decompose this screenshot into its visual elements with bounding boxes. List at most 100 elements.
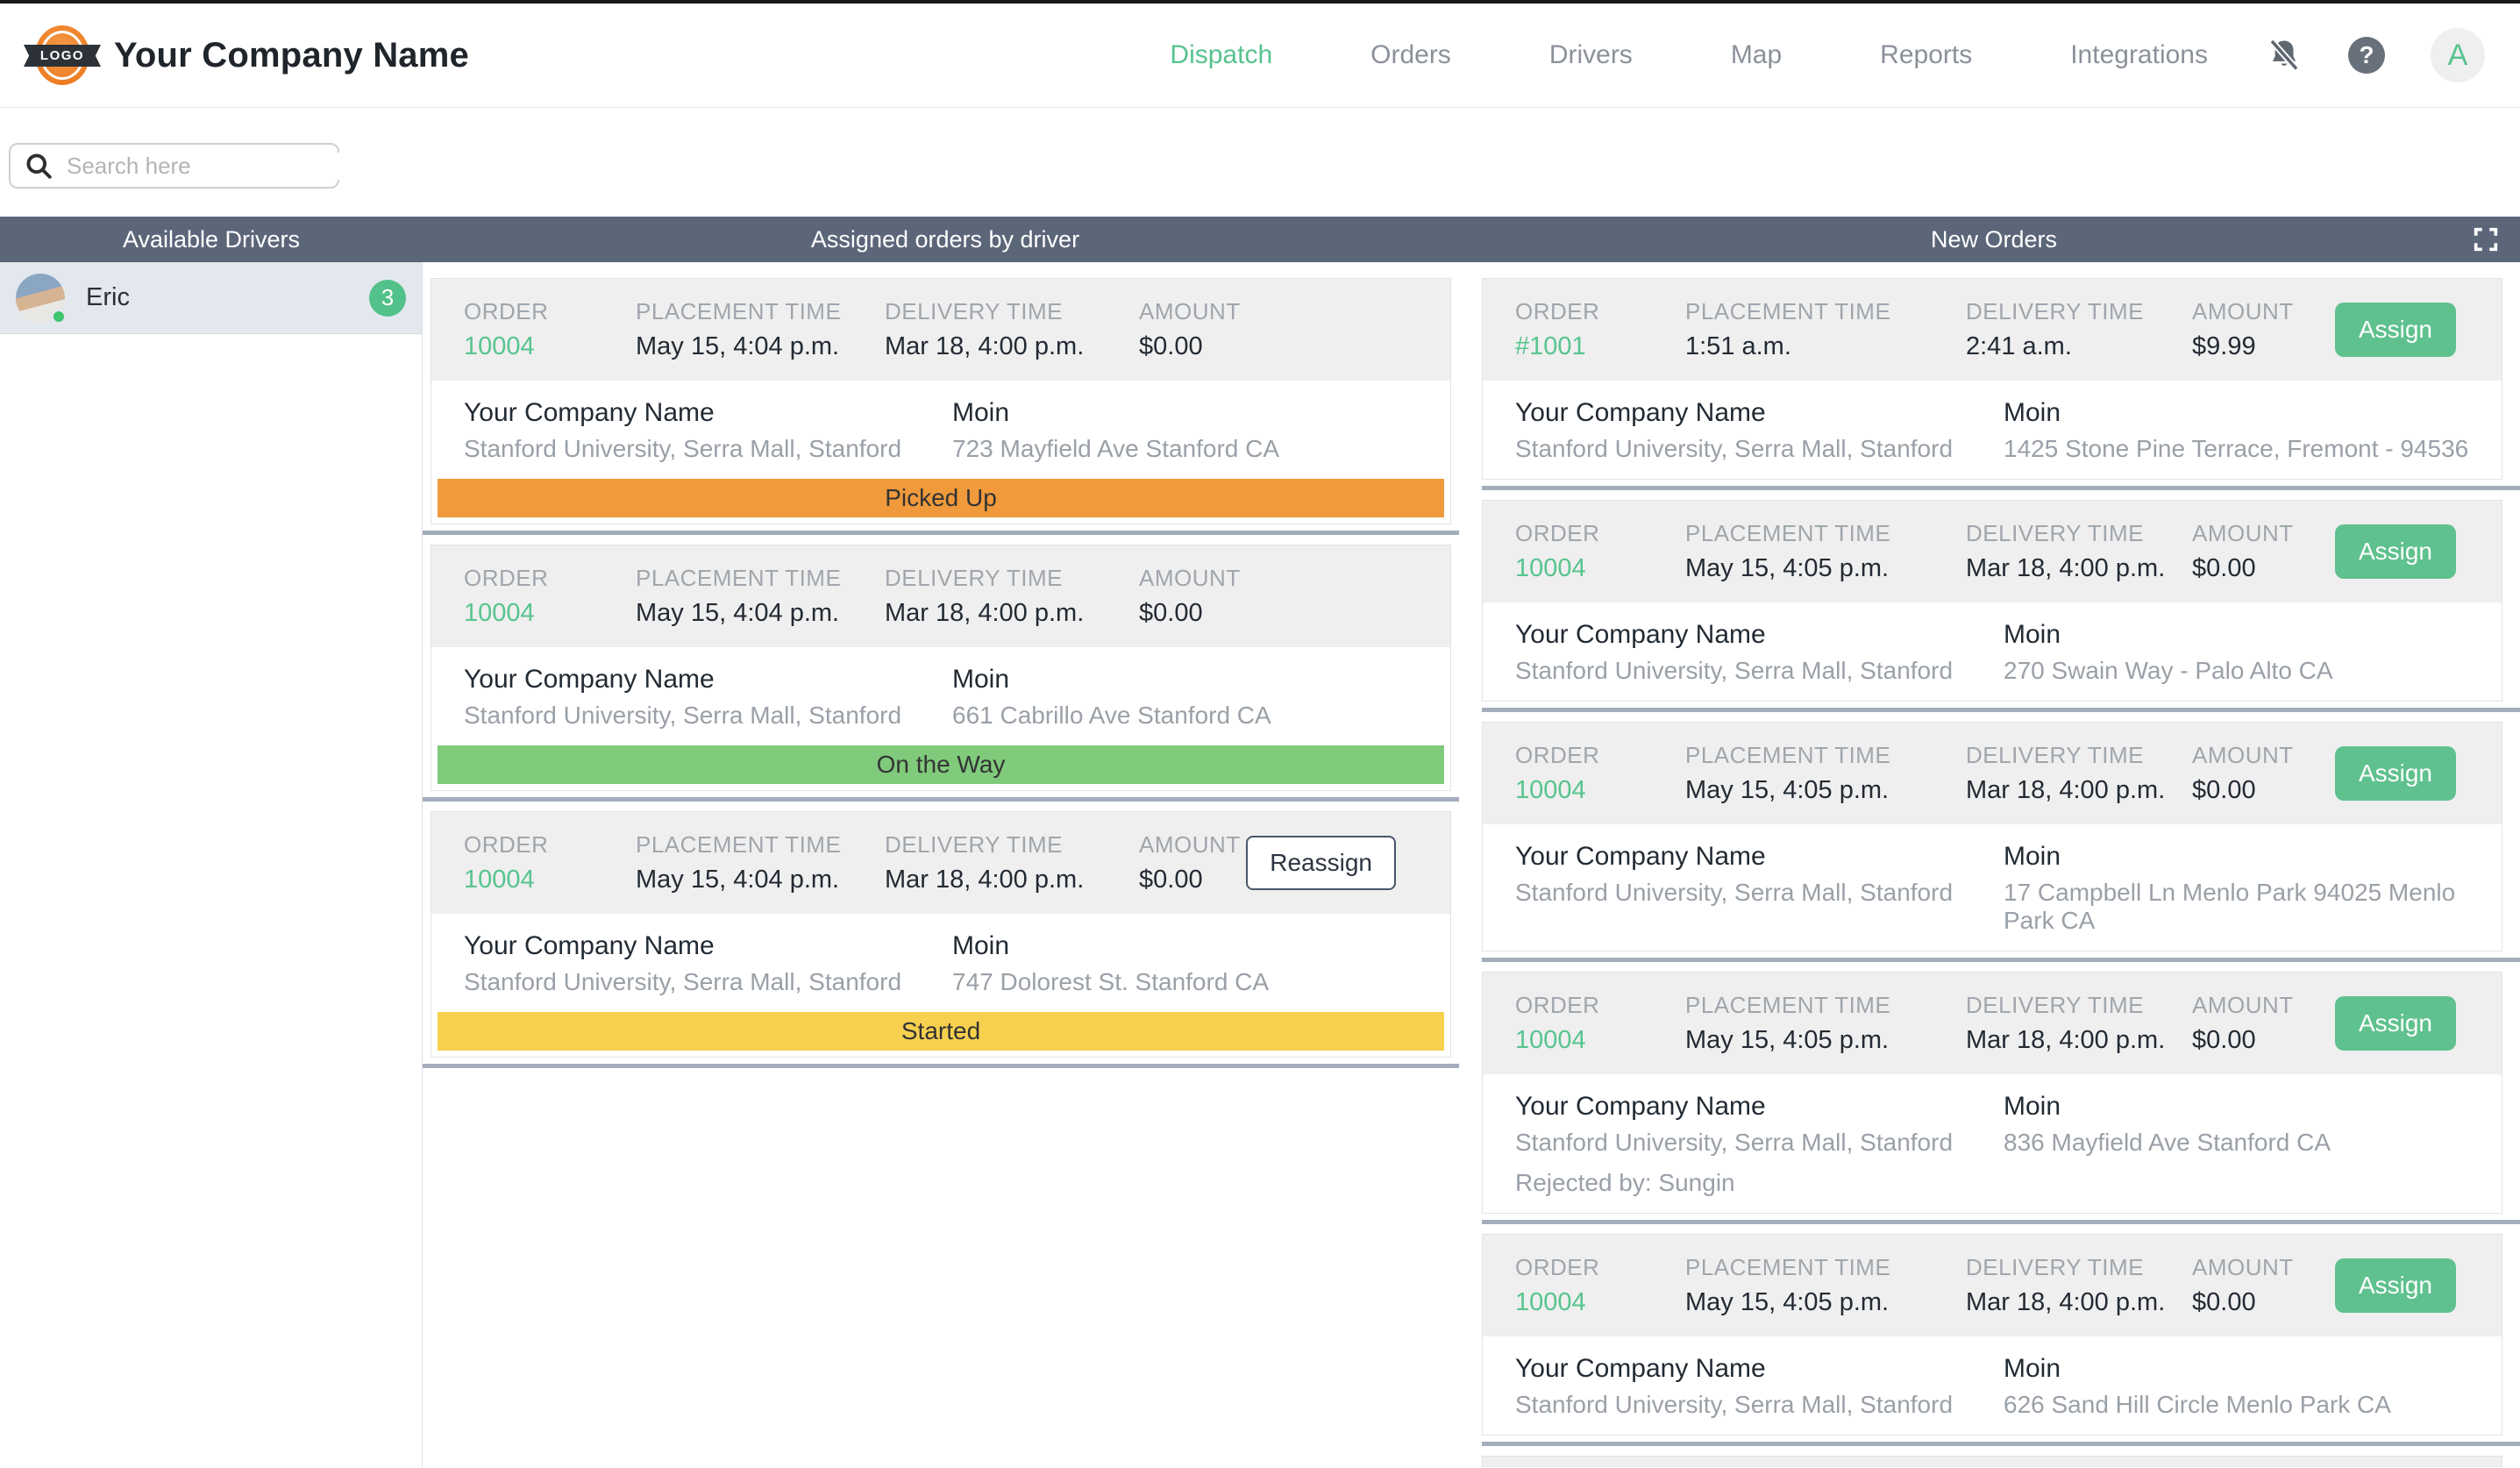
order-card-header: ORDER 10004 PLACEMENT TIME May 15, 4:04 … xyxy=(431,812,1450,914)
assign-button[interactable]: Assign xyxy=(2334,303,2456,357)
amount-value: $9.99 xyxy=(2192,332,2256,360)
delivery-time-label: DELIVERY TIME xyxy=(1966,992,2145,1018)
assigned-orders-panel: ORDER 10004 PLACEMENT TIME May 15, 4:04 … xyxy=(423,262,1459,1467)
dropoff-name: Moin xyxy=(952,931,1010,960)
new-order-card: ORDER 10004 PLACEMENT TIME May 15, 4:05 … xyxy=(1482,722,2502,951)
notifications-muted-icon[interactable] xyxy=(2266,37,2303,74)
delivery-time-value: Mar 18, 4:00 p.m. xyxy=(885,866,1085,894)
delivery-time-value: Mar 18, 4:00 p.m. xyxy=(885,599,1085,627)
order-id-link[interactable]: 10004 xyxy=(1515,1288,1586,1316)
search-icon xyxy=(23,150,54,182)
placement-time-value: May 15, 4:04 p.m. xyxy=(636,866,840,894)
pickup-address: Stanford University, Serra Mall, Stanfor… xyxy=(1515,657,1954,684)
card-divider xyxy=(1482,486,2520,490)
available-drivers-panel: Eric 3 xyxy=(0,262,423,1467)
nav-drivers[interactable]: Drivers xyxy=(1548,40,1633,69)
nav-map[interactable]: Map xyxy=(1730,40,1783,69)
delivery-time-value: Mar 18, 4:00 p.m. xyxy=(1966,554,2166,582)
new-order-card: ORDER #1001 PLACEMENT TIME 1:51 a.m. DEL… xyxy=(1482,278,2502,480)
delivery-time-value: Mar 18, 4:00 p.m. xyxy=(1966,1026,2166,1054)
order-label: ORDER xyxy=(464,831,549,858)
placement-time-label: PLACEMENT TIME xyxy=(1685,742,1891,768)
assign-button[interactable]: Assign xyxy=(2334,746,2456,801)
card-divider xyxy=(423,531,1459,535)
new-orders-panel: ORDER #1001 PLACEMENT TIME 1:51 a.m. DEL… xyxy=(1482,262,2520,1467)
amount-label: AMOUNT xyxy=(1139,831,1241,858)
order-card-header: ORDER 10004 PLACEMENT TIME May 15, 4:05 … xyxy=(1483,723,2502,824)
placement-time-label: PLACEMENT TIME xyxy=(1685,520,1891,546)
driver-row-eric[interactable]: Eric 3 xyxy=(0,262,422,334)
placement-time-label: PLACEMENT TIME xyxy=(636,831,842,858)
placement-time-value: 1:51 a.m. xyxy=(1685,332,1791,360)
amount-label: AMOUNT xyxy=(1139,565,1241,591)
amount-value: $0.00 xyxy=(2192,554,2256,582)
order-card-body: Your Company Name Stanford University, S… xyxy=(1483,381,2502,479)
order-card-header: ORDER 10004 PLACEMENT TIME May 15, 4:05 … xyxy=(1483,501,2502,602)
delivery-time-value: Mar 18, 4:00 p.m. xyxy=(1966,1288,2166,1316)
amount-label: AMOUNT xyxy=(2192,1254,2294,1280)
dropoff-name: Moin xyxy=(952,398,1010,427)
amount-value: $0.00 xyxy=(2192,776,2256,804)
nav-dispatch[interactable]: Dispatch xyxy=(1170,40,1273,69)
reassign-button[interactable]: Reassign xyxy=(1246,836,1396,890)
pickup-address: Stanford University, Serra Mall, Stanfor… xyxy=(1515,1391,1954,1418)
user-avatar[interactable]: A xyxy=(2431,28,2485,82)
card-divider xyxy=(1482,958,2520,962)
driver-online-dot xyxy=(51,308,67,324)
dropoff-name: Moin xyxy=(2004,1354,2061,1383)
order-id-link[interactable]: 10004 xyxy=(1515,776,1586,804)
company-name: Your Company Name xyxy=(114,35,469,75)
fullscreen-icon[interactable] xyxy=(2471,224,2501,254)
new-orders-title: New Orders xyxy=(1930,225,2058,253)
assign-button[interactable]: Assign xyxy=(2334,1258,2456,1313)
order-id-link[interactable]: #1001 xyxy=(1515,332,1586,360)
pickup-address: Stanford University, Serra Mall, Stanfor… xyxy=(464,968,902,995)
card-divider xyxy=(1482,1220,2520,1224)
placement-time-value: May 15, 4:05 p.m. xyxy=(1685,1026,1890,1054)
order-card-header: ORDER 10004 PLACEMENT TIME May 15, 4:05 … xyxy=(1483,1457,2502,1467)
placement-time-label: PLACEMENT TIME xyxy=(636,298,842,324)
panel-header-bar: Available Drivers Assigned orders by dri… xyxy=(0,217,2520,262)
card-divider xyxy=(423,797,1459,802)
help-icon[interactable]: ? xyxy=(2348,37,2385,74)
dropoff-address: 270 Swain Way - Palo Alto CA xyxy=(2004,657,2333,684)
dropoff-address: 661 Cabrillo Ave Stanford CA xyxy=(952,702,1271,729)
company-logo: LOGO xyxy=(24,25,101,85)
delivery-time-label: DELIVERY TIME xyxy=(1966,298,2145,324)
rejected-note: Rejected by: Sungin xyxy=(1515,1169,1735,1196)
assign-button[interactable]: Assign xyxy=(2334,524,2456,579)
pickup-name: Your Company Name xyxy=(464,931,715,960)
order-card-body: Your Company Name Stanford University, S… xyxy=(431,914,1450,1012)
pickup-name: Your Company Name xyxy=(1515,842,1766,871)
main-nav: Dispatch Orders Drivers Map Reports Inte… xyxy=(1170,40,2208,70)
order-card-body: Your Company Name Stanford University, S… xyxy=(1483,602,2502,701)
search-box[interactable] xyxy=(9,143,360,189)
order-id-link[interactable]: 10004 xyxy=(464,332,535,360)
nav-orders[interactable]: Orders xyxy=(1370,40,1451,69)
search-input[interactable] xyxy=(67,152,360,180)
placement-time-value: May 15, 4:05 p.m. xyxy=(1685,776,1890,804)
dropoff-name: Moin xyxy=(952,665,1010,694)
pickup-address: Stanford University, Serra Mall, Stanfor… xyxy=(1515,435,1954,462)
nav-integrations[interactable]: Integrations xyxy=(2070,40,2208,69)
assign-button[interactable]: Assign xyxy=(2334,996,2456,1051)
order-status-label: On the Way xyxy=(876,751,1006,778)
order-label: ORDER xyxy=(464,298,549,324)
new-order-card: ORDER 10004 PLACEMENT TIME May 15, 4:05 … xyxy=(1482,1456,2502,1467)
dropoff-name: Moin xyxy=(2004,620,2061,649)
delivery-time-label: DELIVERY TIME xyxy=(1966,1254,2145,1280)
order-label: ORDER xyxy=(1515,1254,1600,1280)
order-id-link[interactable]: 10004 xyxy=(1515,1026,1586,1054)
placement-time-label: PLACEMENT TIME xyxy=(636,565,842,591)
assigned-order-card: ORDER 10004 PLACEMENT TIME May 15, 4:04 … xyxy=(431,545,1451,791)
placement-time-value: May 15, 4:04 p.m. xyxy=(636,599,840,627)
nav-reports[interactable]: Reports xyxy=(1880,40,1973,69)
order-id-link[interactable]: 10004 xyxy=(1515,554,1586,582)
pickup-name: Your Company Name xyxy=(1515,1092,1766,1121)
dropoff-address: 1425 Stone Pine Terrace, Fremont - 94536 xyxy=(2004,435,2469,462)
amount-value: $0.00 xyxy=(2192,1026,2256,1054)
order-id-link[interactable]: 10004 xyxy=(464,599,535,627)
dropoff-address: 836 Mayfield Ave Stanford CA xyxy=(2004,1129,2331,1156)
order-id-link[interactable]: 10004 xyxy=(464,866,535,894)
pickup-name: Your Company Name xyxy=(464,398,715,427)
